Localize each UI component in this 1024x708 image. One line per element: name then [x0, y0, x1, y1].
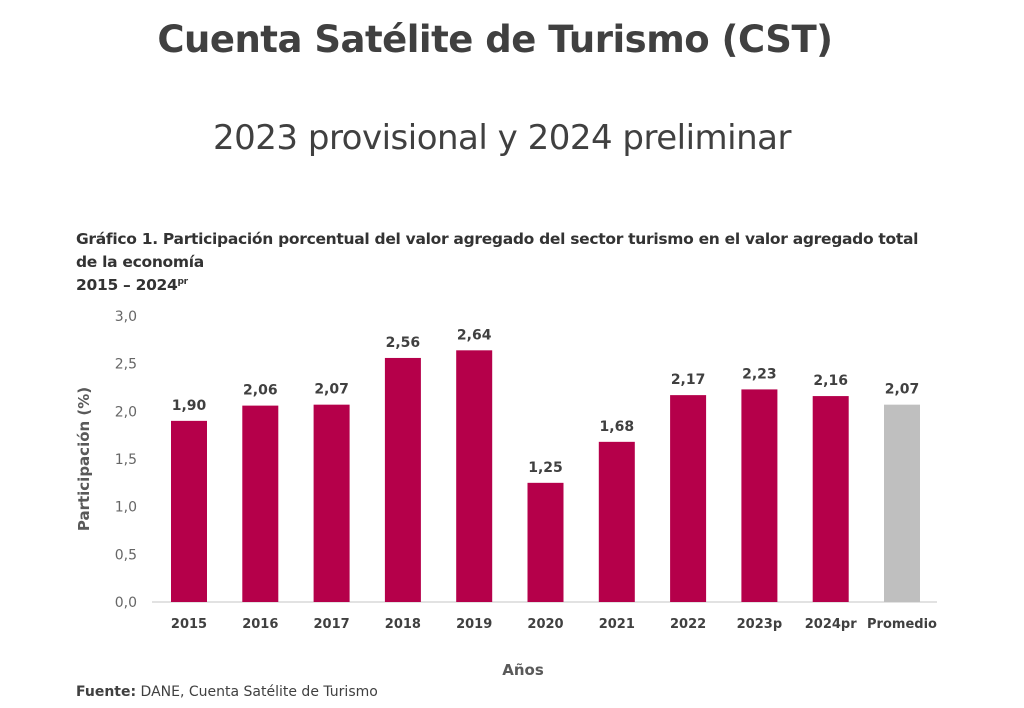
data-label: 1,25 [528, 460, 563, 476]
x-category-label: 2018 [385, 617, 421, 632]
source-text: DANE, Cuenta Satélite de Turismo [136, 684, 378, 700]
y-tick-label: 1,5 [115, 452, 137, 468]
x-category-label: 2024pr [805, 617, 857, 632]
bar-Promedio [884, 404, 920, 602]
data-label: 1,90 [172, 398, 207, 414]
data-label: 2,16 [813, 373, 848, 389]
data-label: 2,07 [885, 382, 920, 398]
data-labels: 1,90 2,06 2,07 2,56 2,64 1,25 1,68 2,17 2,23 2,16… [172, 327, 920, 476]
data-label: 2,64 [457, 327, 492, 343]
bar-2016 [242, 405, 279, 602]
y-tick-label: 0,0 [115, 595, 137, 611]
x-category-label: 2022 [670, 617, 706, 632]
x-category-label: 2016 [242, 617, 278, 632]
source-note: Fuente: DANE, Cuenta Satélite de Turismo [76, 684, 378, 700]
y-tick-label: 3,0 [115, 309, 137, 325]
data-label: 2,06 [243, 383, 278, 399]
data-label: 1,68 [600, 419, 635, 435]
x-axis-categories: 2015 2016 2017 2018 2019 2020 2021 2022 2023p 202… [171, 617, 937, 632]
bar-2018 [384, 357, 421, 602]
data-label: 2,07 [314, 382, 349, 398]
x-category-label: 2021 [599, 617, 635, 632]
y-axis-ticks: 0,0 0,5 1,0 1,5 2,0 2,5 3,0 [115, 309, 137, 611]
data-label: 2,23 [742, 366, 777, 382]
page-subtitle: 2023 provisional y 2024 preliminar [213, 118, 791, 158]
y-axis-label: Participación (%) [75, 387, 93, 531]
chart-caption: Gráfico 1. Participación porcentual del … [76, 228, 956, 297]
caption-period: 2015 – 2024pr [76, 274, 956, 297]
y-tick-label: 0,5 [115, 547, 137, 563]
x-category-label: 2023p [737, 617, 783, 632]
x-category-label: 2020 [527, 617, 563, 632]
source-label: Fuente: [76, 684, 137, 700]
x-category-label: 2015 [171, 617, 207, 632]
caption-period-superscript: pr [177, 276, 189, 287]
bar-2022 [670, 395, 707, 602]
x-category-label: Promedio [867, 617, 937, 632]
bar-2019 [456, 350, 493, 602]
data-label: 2,56 [386, 335, 421, 351]
bar-2024pr [812, 396, 849, 602]
caption-line-2: de la economía [76, 253, 204, 271]
bar-2021 [598, 441, 635, 602]
bars [171, 350, 920, 602]
x-axis-label: Años [502, 661, 544, 679]
x-category-label: 2017 [314, 617, 350, 632]
y-tick-label: 2,5 [115, 357, 137, 373]
bar-2023p [741, 389, 778, 602]
data-label: 2,17 [671, 372, 706, 388]
y-tick-label: 2,0 [115, 404, 137, 420]
caption-period-text: 2015 – 2024 [76, 276, 178, 294]
y-tick-label: 1,0 [115, 500, 137, 516]
bar-2020 [527, 482, 564, 602]
bar-2017 [313, 404, 350, 602]
x-category-label: 2019 [456, 617, 492, 632]
page-title: Cuenta Satélite de Turismo (CST) [157, 18, 833, 61]
bar-2015 [171, 420, 207, 602]
caption-line-1: Gráfico 1. Participación porcentual del … [76, 230, 919, 248]
